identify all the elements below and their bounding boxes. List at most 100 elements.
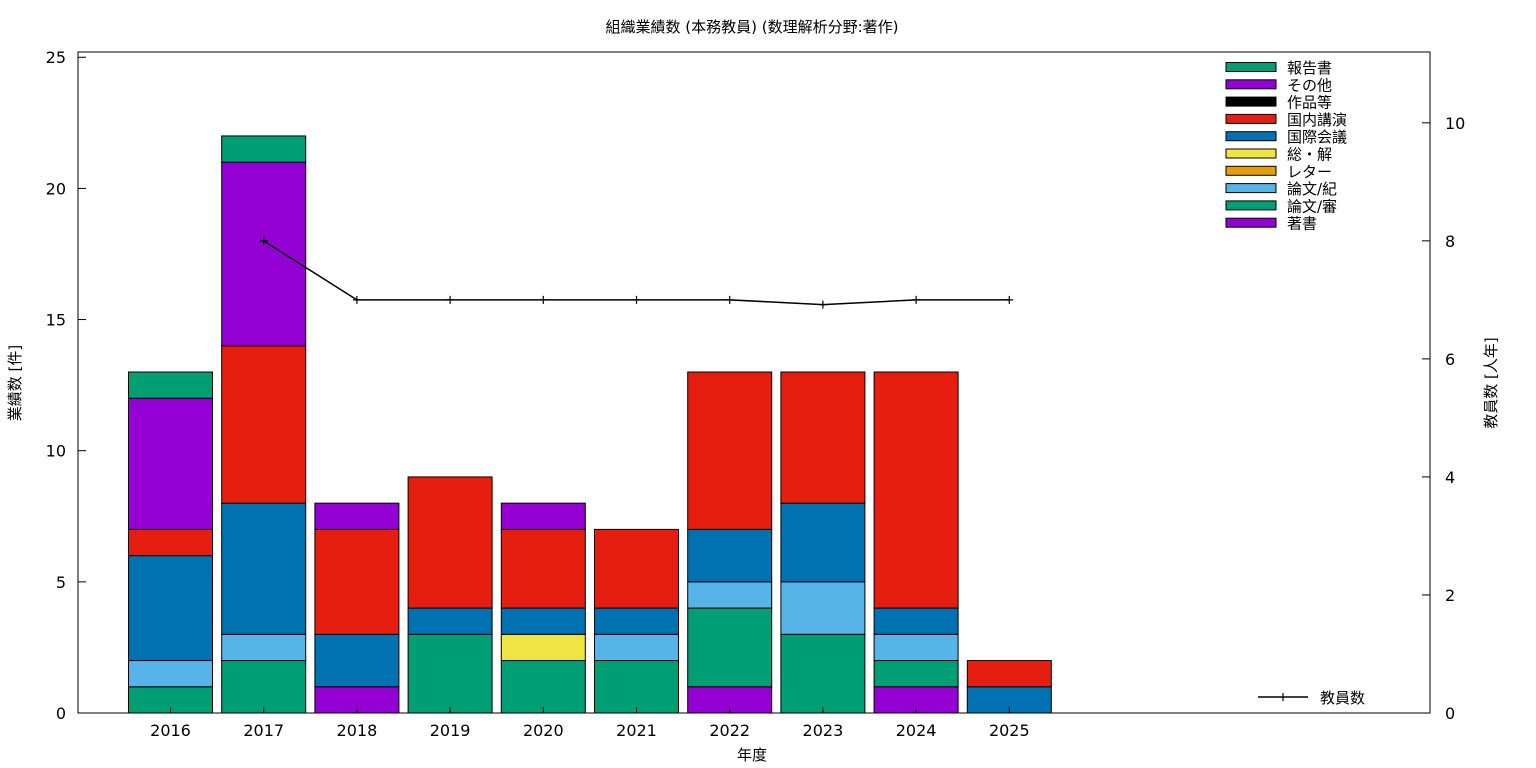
plot-frame xyxy=(77,51,1431,714)
bar-segment-2018-s5 xyxy=(314,633,400,688)
legend-label-line: 教員数 xyxy=(1320,689,1365,707)
bar-segment-2024-s1 xyxy=(873,660,959,688)
bar-segment-2021-s6 xyxy=(594,528,679,609)
bar-segment-2023-s5 xyxy=(780,502,866,583)
bar-segment-2024-s6 xyxy=(873,371,959,609)
bar-segment-2019-s6 xyxy=(407,476,493,609)
legend-swatch xyxy=(1225,217,1277,228)
legend-swatch xyxy=(1225,96,1277,107)
x-tick-label: 2025 xyxy=(989,721,1030,740)
teacher-count-point xyxy=(259,236,268,245)
teacher-count-point xyxy=(912,295,921,304)
chart-title: 組織業績数 (本務教員) (数理解析分野:著作) xyxy=(606,18,899,36)
bar-segment-2021-s2 xyxy=(594,633,679,662)
teacher-count-point xyxy=(446,295,455,304)
y2-tick-label: 8 xyxy=(1445,232,1455,251)
line-layer xyxy=(259,236,1014,309)
bar-segment-2021-s1 xyxy=(594,660,679,714)
y-tick-label: 0 xyxy=(56,704,66,723)
bar-segment-2023-s6 xyxy=(780,371,866,504)
y2-tick-label: 10 xyxy=(1445,114,1465,133)
bar-segment-2017-s6 xyxy=(221,345,307,504)
y2-tick-label: 6 xyxy=(1445,350,1455,369)
teacher-count-point xyxy=(539,295,548,304)
legend-label: 論文/審 xyxy=(1287,197,1337,215)
legend-label: その他 xyxy=(1287,76,1332,94)
y2-tick-label: 0 xyxy=(1445,704,1455,723)
bar-segment-2019-s5 xyxy=(407,607,493,635)
legend-label: レター xyxy=(1287,163,1332,181)
legend-label: 作品等 xyxy=(1287,94,1332,112)
bar-segment-2016-s8 xyxy=(128,397,213,530)
bar-segment-2018-s6 xyxy=(314,528,400,635)
x-tick-label: 2021 xyxy=(616,721,657,740)
x-tick-label: 2019 xyxy=(430,721,471,740)
teacher-count-point xyxy=(632,295,641,304)
y-tick-label: 20 xyxy=(46,179,66,198)
legend-swatch xyxy=(1225,148,1277,159)
legend-label: 国内講演 xyxy=(1287,111,1347,129)
y-axis-label: 業績数 [件] xyxy=(6,345,24,421)
bar-segment-2025-s6 xyxy=(966,660,1052,688)
bar-segment-2020-s1 xyxy=(500,660,586,714)
legend-swatch xyxy=(1225,183,1277,194)
x-tick-label: 2016 xyxy=(150,721,191,740)
bar-segment-2022-s5 xyxy=(687,528,773,583)
x-tick-label: 2023 xyxy=(803,721,844,740)
bars-layer xyxy=(128,135,1052,714)
x-tick-label: 2020 xyxy=(523,721,564,740)
bar-segment-2021-s5 xyxy=(594,607,679,635)
bar-segment-2017-s1 xyxy=(221,660,307,714)
bar-segment-2018-s8 xyxy=(314,502,400,530)
x-tick-label: 2017 xyxy=(243,721,284,740)
x-tick-label: 2022 xyxy=(709,721,750,740)
teacher-count-point xyxy=(1005,295,1014,304)
legend-swatch xyxy=(1225,165,1277,176)
bar-segment-2022-s2 xyxy=(687,581,773,609)
bar-segment-2020-s8 xyxy=(500,502,586,530)
legend-swatch xyxy=(1225,113,1277,124)
bar-segment-2020-s4 xyxy=(500,633,586,662)
bar-segment-2017-s2 xyxy=(221,633,307,662)
bar-segment-2022-s6 xyxy=(687,371,773,530)
legend-label: 論文/紀 xyxy=(1287,180,1337,198)
y-tick-label: 10 xyxy=(46,442,66,461)
teacher-count-line xyxy=(263,240,1010,306)
y-tick-label: 5 xyxy=(56,573,66,592)
legend-swatch xyxy=(1225,131,1277,142)
legend-label: 総・解 xyxy=(1287,146,1332,164)
bar-segment-2017-s9 xyxy=(221,135,307,163)
bar-segment-2023-s1 xyxy=(780,633,866,714)
legend-swatch xyxy=(1225,62,1277,72)
y2-tick-label: 4 xyxy=(1445,468,1455,487)
bar-segment-2024-s2 xyxy=(873,633,959,662)
y2-tick-label: 2 xyxy=(1445,586,1455,605)
y2-axis-label: 教員数 [人年] xyxy=(1482,337,1500,428)
x-tick-label: 2024 xyxy=(896,721,937,740)
bar-segment-2020-s5 xyxy=(500,607,586,635)
bar-segment-2016-s9 xyxy=(128,371,213,399)
bar-segment-2016-s6 xyxy=(128,528,213,557)
teacher-count-point xyxy=(818,300,827,309)
bar-segment-2016-s5 xyxy=(128,555,213,662)
bar-segment-2017-s5 xyxy=(221,502,307,635)
teacher-count-point xyxy=(725,295,734,304)
bar-segment-2019-s1 xyxy=(407,633,493,714)
x-axis-label: 年度 xyxy=(737,746,767,764)
bar-segment-2022-s1 xyxy=(687,607,773,688)
legend-label: 報告書 xyxy=(1287,59,1332,77)
bar-segment-2024-s5 xyxy=(873,607,959,635)
bar-segment-2023-s2 xyxy=(780,581,866,635)
y-tick-label: 15 xyxy=(46,311,66,330)
bar-segment-2016-s2 xyxy=(128,660,213,688)
legend-swatch xyxy=(1225,79,1277,90)
y-tick-label: 25 xyxy=(46,48,66,67)
teacher-count-point xyxy=(352,295,361,304)
x-tick-label: 2018 xyxy=(337,721,378,740)
bar-segment-2017-s8 xyxy=(221,161,307,347)
bar-segment-2020-s6 xyxy=(500,528,586,609)
legend-label: 国際会議 xyxy=(1287,128,1347,146)
